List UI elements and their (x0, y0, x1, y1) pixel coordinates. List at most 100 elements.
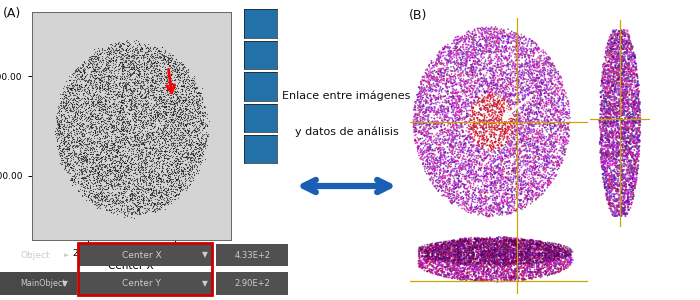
Point (622, 206, 634, 210)
Point (107, 146, 118, 151)
Point (609, 82, 620, 87)
Point (85, 116, 96, 121)
Point (456, 147, 468, 152)
Point (171, 112, 182, 117)
Point (533, 242, 544, 247)
Point (523, 167, 534, 171)
Point (501, 200, 512, 204)
Point (630, 116, 641, 120)
Point (466, 143, 477, 148)
Point (442, 257, 453, 262)
Point (437, 264, 448, 268)
Point (482, 137, 493, 142)
Point (480, 196, 491, 201)
Point (509, 240, 520, 245)
Point (104, 117, 115, 122)
Point (465, 124, 476, 129)
Point (56, 153, 67, 158)
Point (90, 113, 101, 118)
Point (171, 110, 182, 114)
Point (442, 242, 454, 246)
Point (72, 95, 83, 100)
Point (139, 94, 150, 99)
Point (550, 242, 561, 247)
Point (57, 112, 68, 117)
Point (545, 254, 557, 259)
Point (136, 78, 147, 83)
Point (466, 48, 477, 52)
Point (122, 80, 134, 85)
Point (92, 192, 104, 197)
Point (433, 181, 444, 185)
Point (442, 132, 454, 137)
Point (481, 115, 492, 120)
Point (153, 156, 164, 161)
Point (121, 212, 132, 217)
Point (535, 273, 546, 278)
Point (110, 106, 121, 111)
Point (550, 173, 561, 178)
Point (452, 70, 463, 74)
Point (622, 127, 634, 131)
Point (150, 110, 162, 114)
Point (504, 55, 515, 60)
Point (477, 249, 489, 254)
Point (433, 71, 444, 76)
Point (417, 246, 428, 250)
Point (469, 134, 480, 139)
Point (429, 126, 440, 131)
Point (487, 168, 498, 173)
Point (116, 90, 127, 94)
Point (497, 238, 508, 243)
Point (448, 260, 459, 265)
Point (456, 118, 468, 122)
Point (549, 84, 560, 89)
Point (472, 176, 483, 181)
Point (486, 50, 498, 54)
Point (138, 194, 149, 199)
Point (506, 238, 517, 243)
Point (519, 154, 531, 159)
Point (622, 113, 633, 118)
Point (542, 183, 553, 188)
Point (517, 137, 528, 142)
Point (598, 95, 610, 100)
Point (493, 157, 504, 162)
Point (624, 92, 635, 97)
Point (617, 77, 629, 82)
Point (114, 54, 125, 59)
Point (152, 102, 163, 106)
Point (447, 238, 458, 243)
Point (187, 116, 198, 120)
Point (414, 260, 426, 265)
Point (541, 101, 552, 106)
Point (449, 253, 460, 257)
Point (83, 114, 94, 119)
Point (610, 161, 622, 166)
Point (164, 172, 176, 176)
Point (533, 85, 545, 89)
Point (449, 240, 460, 245)
Point (501, 243, 512, 248)
Point (502, 124, 513, 129)
Point (501, 260, 512, 265)
Point (470, 239, 482, 244)
Point (442, 272, 454, 277)
Point (513, 183, 524, 188)
Point (606, 50, 617, 55)
Point (608, 104, 619, 109)
Point (455, 110, 466, 114)
Point (94, 129, 105, 134)
Point (559, 134, 570, 139)
Point (479, 115, 490, 120)
Point (182, 172, 193, 177)
Point (629, 58, 641, 63)
Point (505, 250, 516, 254)
Point (446, 191, 457, 196)
Point (511, 240, 522, 245)
Point (89, 129, 100, 134)
Point (415, 249, 426, 254)
Point (178, 142, 190, 147)
Point (467, 160, 478, 165)
Point (511, 258, 522, 263)
